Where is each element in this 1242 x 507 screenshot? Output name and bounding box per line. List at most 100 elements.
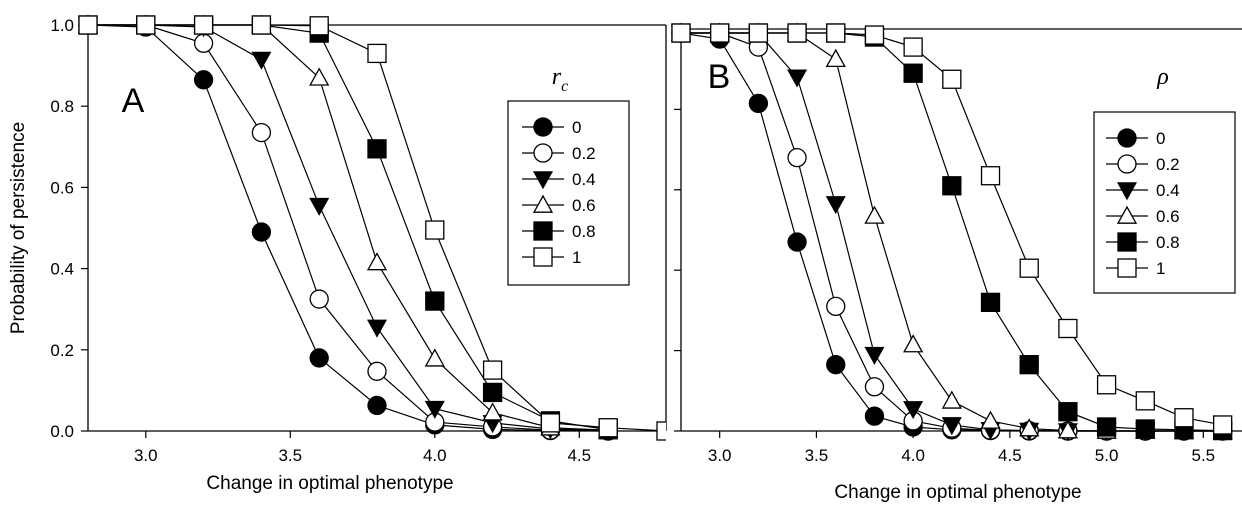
data-point-series-1 — [309, 289, 329, 309]
data-point-series-5 — [656, 421, 666, 441]
legend-marker — [1117, 128, 1137, 148]
data-point-series-2 — [825, 196, 846, 215]
data-point-series-1 — [826, 296, 846, 317]
legend-marker — [532, 194, 554, 213]
x-tick-label: 4.0 — [901, 446, 925, 465]
data-point-series-5 — [864, 25, 885, 45]
data-point-series-5 — [598, 418, 618, 438]
x-tick-label: 4.5 — [998, 446, 1022, 465]
data-point-series-3 — [980, 410, 1001, 429]
legend-marker — [533, 247, 553, 267]
data-point-series-2 — [366, 319, 388, 338]
legend: 0 0.2 0.4 0.6 0.8 1 — [1093, 111, 1236, 294]
data-point-series-1 — [864, 377, 885, 397]
data-point-series-3 — [825, 48, 846, 67]
data-point-series-5 — [748, 23, 769, 43]
data-point-series-2 — [864, 346, 885, 365]
legend: 0 0.2 0.4 0.6 0.8 1 — [507, 100, 630, 286]
data-point-series-4 — [1096, 417, 1117, 437]
x-tick-label: 3.0 — [708, 446, 732, 465]
data-point-series-4 — [980, 292, 1001, 313]
data-point-series-0 — [251, 222, 272, 242]
x-tick-label: 5.5 — [1191, 446, 1215, 465]
data-point-series-0 — [748, 93, 769, 114]
data-point-series-2 — [941, 417, 962, 436]
legend-marker — [533, 221, 553, 241]
data-point-series-2 — [787, 69, 808, 88]
legend-label: 0.4 — [572, 170, 596, 189]
legend-marker — [1117, 154, 1137, 174]
data-point-series-5 — [482, 360, 503, 380]
data-point-series-3 — [482, 402, 503, 421]
data-point-series-4 — [1135, 419, 1155, 439]
panel-b: 3.0 3.5 4.0 4.5 5.0 5.5 Change in optimal phen… — [670, 22, 1242, 503]
data-point-series-0 — [367, 395, 387, 416]
data-point-series-4 — [903, 63, 923, 83]
data-point-series-5 — [710, 23, 730, 43]
data-point-series-5 — [540, 413, 561, 433]
data-point-series-5 — [425, 220, 445, 240]
data-point-series-0 — [193, 70, 214, 90]
data-point-series-5 — [309, 16, 329, 36]
data-point-series-5 — [903, 37, 923, 57]
y-tick-label: 1.0 — [50, 16, 74, 35]
legend-title: rc — [552, 64, 568, 95]
data-point-series-5 — [78, 15, 98, 35]
data-point-series-4 — [1058, 402, 1078, 422]
data-point-series-4 — [1019, 355, 1039, 375]
legend-label: 1 — [1156, 259, 1165, 278]
x-axis-title: Change in optimal phenotype — [206, 473, 453, 494]
legend-marker — [1117, 258, 1137, 278]
data-point-series-0 — [787, 232, 807, 252]
data-point-series-5 — [1213, 415, 1233, 435]
data-point-series-5 — [367, 43, 387, 64]
y-tick-label: 0.0 — [50, 422, 74, 441]
data-point-series-3 — [1019, 418, 1040, 437]
legend-title: ρ — [1156, 64, 1169, 90]
data-point-series-0 — [309, 348, 329, 368]
legend-label: 0 — [1156, 129, 1165, 148]
legend-title-subscript: c — [561, 78, 568, 95]
data-point-series-4 — [942, 176, 962, 196]
data-point-series-3 — [309, 67, 330, 86]
panel-letter: B — [708, 58, 731, 96]
x-tick-label: 3.5 — [805, 446, 829, 465]
data-point-series-5 — [251, 15, 272, 35]
legend-label: 0.2 — [572, 144, 596, 163]
legend-marker — [533, 143, 553, 163]
data-point-series-5 — [1058, 318, 1078, 339]
data-point-series-0 — [826, 355, 846, 375]
data-point-series-5 — [787, 23, 807, 43]
data-point-series-5 — [980, 166, 1001, 186]
data-point-series-5 — [942, 69, 962, 89]
x-tick-label: 3.5 — [278, 446, 302, 465]
legend-marker — [532, 171, 554, 190]
x-tick-label: 4.5 — [567, 446, 591, 465]
data-point-series-2 — [424, 400, 445, 419]
data-point-series-3 — [366, 252, 388, 271]
legend-label: 0.6 — [1156, 207, 1180, 226]
data-point-series-5 — [1135, 391, 1155, 411]
data-point-series-3 — [424, 348, 445, 367]
data-point-series-3 — [941, 390, 962, 409]
legend-label: 0.8 — [1156, 233, 1180, 252]
data-point-series-0 — [864, 406, 885, 426]
data-point-series-5 — [193, 15, 214, 35]
series-line-0 — [87, 24, 609, 432]
data-point-series-3 — [1057, 420, 1079, 439]
data-point-series-4 — [425, 291, 445, 311]
legend-label: 0.2 — [1156, 155, 1180, 174]
legend-label: 0.4 — [1156, 181, 1180, 200]
y-tick-label: 0.4 — [50, 260, 74, 279]
data-point-series-3 — [864, 205, 885, 224]
x-tick-label: 3.0 — [134, 446, 158, 465]
data-point-series-5 — [1019, 258, 1039, 278]
y-axis-title: Probability of persistence — [8, 122, 29, 334]
y-tick-label: 0.2 — [50, 341, 74, 360]
y-tick-label: 0.6 — [50, 178, 74, 197]
series-line-2 — [88, 24, 609, 432]
data-point-series-1 — [251, 122, 272, 143]
plot-area — [77, 14, 666, 441]
legend-label: 1 — [572, 248, 581, 267]
